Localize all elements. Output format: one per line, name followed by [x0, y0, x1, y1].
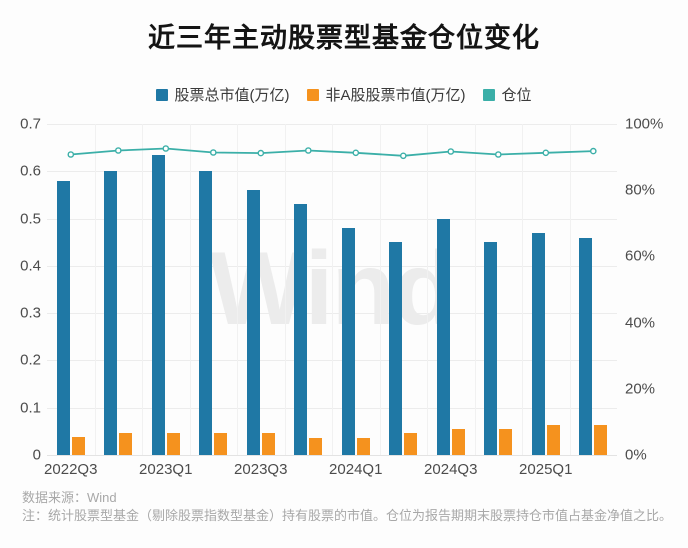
- bar-non-a-share-market-value[interactable]: [166, 432, 180, 455]
- right-axis-tick-label: 80%: [625, 181, 656, 199]
- bar-non-a-share-market-value[interactable]: [71, 437, 85, 455]
- bar-total-market-value[interactable]: [246, 190, 260, 455]
- bar-group[interactable]: [47, 180, 95, 455]
- x-axis-tick-label: 2023Q3: [234, 461, 288, 478]
- right-axis-tick-label: 20%: [625, 380, 656, 398]
- bar-non-a-share-market-value[interactable]: [451, 428, 465, 455]
- left-axis-tick-label: 0.1: [20, 399, 41, 417]
- bar-total-market-value[interactable]: [294, 204, 308, 455]
- bar-non-a-share-market-value[interactable]: [119, 432, 133, 455]
- right-axis-tick-label: 40%: [625, 314, 656, 332]
- bar-total-market-value[interactable]: [436, 218, 450, 455]
- bar-group[interactable]: [475, 242, 523, 455]
- right-axis-tick-label: 60%: [625, 247, 656, 265]
- bar-total-market-value[interactable]: [531, 232, 545, 455]
- footnote-text: 注：统计股票型基金（剔除股票指数型基金）持有股票的市值。仓位为报告期期末股票持仓…: [22, 508, 673, 523]
- bar-non-a-share-market-value[interactable]: [309, 437, 323, 455]
- x-axis-tick-label: 2024Q1: [329, 461, 383, 478]
- bar-non-a-share-market-value[interactable]: [499, 428, 513, 455]
- right-y-axis: 100% 80% 60% 40% 20% 0%: [625, 116, 683, 464]
- category-divider: [379, 124, 381, 455]
- category-divider: [94, 124, 96, 455]
- bar-group[interactable]: [570, 237, 618, 455]
- category-divider: [332, 124, 333, 455]
- chart-legend: 股票总市值(万亿) 非A股股票市值(万亿) 仓位: [0, 84, 688, 105]
- bar-group[interactable]: [332, 228, 380, 455]
- bar-total-market-value[interactable]: [104, 171, 118, 455]
- category-divider: [522, 124, 523, 455]
- bar-group[interactable]: [142, 154, 190, 455]
- legend-label: 仓位: [501, 87, 532, 104]
- data-source-text: 数据来源：Wind: [22, 490, 117, 505]
- left-axis-tick-label: 0: [32, 446, 41, 464]
- right-axis-tick-label: 0%: [625, 446, 647, 464]
- left-axis-tick-label: 0.4: [20, 257, 41, 275]
- category-divider: [569, 124, 571, 455]
- left-y-axis: 0.7 0.6 0.5 0.4 0.3 0.2 0.1 0: [0, 116, 41, 464]
- legend-swatch-icon: [307, 88, 320, 101]
- legend-item[interactable]: 仓位: [483, 84, 532, 105]
- left-axis-tick-label: 0.7: [20, 115, 41, 133]
- bar-group[interactable]: [285, 204, 333, 455]
- bar-group[interactable]: [237, 190, 285, 455]
- left-axis-tick-label: 0.3: [20, 304, 41, 322]
- plot-area: Wind: [47, 124, 617, 456]
- legend-item[interactable]: 股票总市值(万亿): [156, 84, 289, 105]
- bar-group[interactable]: [190, 171, 238, 455]
- category-divider: [189, 124, 191, 455]
- bar-non-a-share-market-value[interactable]: [214, 432, 228, 455]
- category-divider: [237, 124, 238, 455]
- bar-total-market-value[interactable]: [199, 171, 213, 455]
- category-divider: [142, 124, 143, 455]
- x-axis-tick-label: 2022Q3: [44, 461, 98, 478]
- x-axis-tick-label: 2024Q3: [424, 461, 478, 478]
- bar-non-a-share-market-value[interactable]: [356, 437, 370, 455]
- bar-non-a-share-market-value[interactable]: [404, 433, 418, 455]
- right-axis-tick-label: 100%: [625, 115, 664, 133]
- chart-title: 近三年主动股票型基金仓位变化: [148, 23, 540, 53]
- x-axis-tick-label: 2023Q1: [139, 461, 193, 478]
- legend-item[interactable]: 非A股股票市值(万亿): [307, 84, 465, 105]
- bar-total-market-value[interactable]: [56, 180, 70, 455]
- category-divider: [474, 124, 476, 455]
- bar-non-a-share-market-value[interactable]: [546, 424, 560, 455]
- gridline: [47, 455, 617, 456]
- bar-group[interactable]: [380, 242, 428, 455]
- legend-label: 非A股股票市值(万亿): [325, 87, 466, 104]
- bar-total-market-value[interactable]: [151, 154, 165, 455]
- bar-group[interactable]: [95, 171, 143, 455]
- bar-total-market-value[interactable]: [484, 242, 498, 455]
- left-axis-tick-label: 0.5: [20, 210, 41, 228]
- bar-non-a-share-market-value[interactable]: [261, 432, 275, 455]
- x-axis-tick-label: 2025Q1: [519, 461, 573, 478]
- left-axis-tick-label: 0.6: [20, 162, 41, 180]
- bar-non-a-share-market-value[interactable]: [594, 425, 608, 455]
- bar-total-market-value[interactable]: [341, 228, 355, 455]
- chart-footer: 数据来源：Wind 注：统计股票型基金（剔除股票指数型基金）持有股票的市值。仓位…: [22, 489, 672, 524]
- legend-swatch-icon: [156, 88, 169, 101]
- bar-group[interactable]: [427, 218, 475, 455]
- x-axis-labels: 2022Q3 2023Q1 2023Q3 2024Q1 2024Q3 2025Q1: [44, 461, 617, 483]
- bar-series-layer: [47, 124, 617, 455]
- bar-total-market-value[interactable]: [579, 237, 593, 455]
- left-axis-tick-label: 0.2: [20, 351, 41, 369]
- bar-total-market-value[interactable]: [389, 242, 403, 455]
- bar-group[interactable]: [522, 232, 570, 455]
- legend-swatch-icon: [483, 88, 496, 101]
- category-divider: [427, 124, 428, 455]
- category-divider: [284, 124, 286, 455]
- legend-label: 股票总市值(万亿): [174, 87, 290, 104]
